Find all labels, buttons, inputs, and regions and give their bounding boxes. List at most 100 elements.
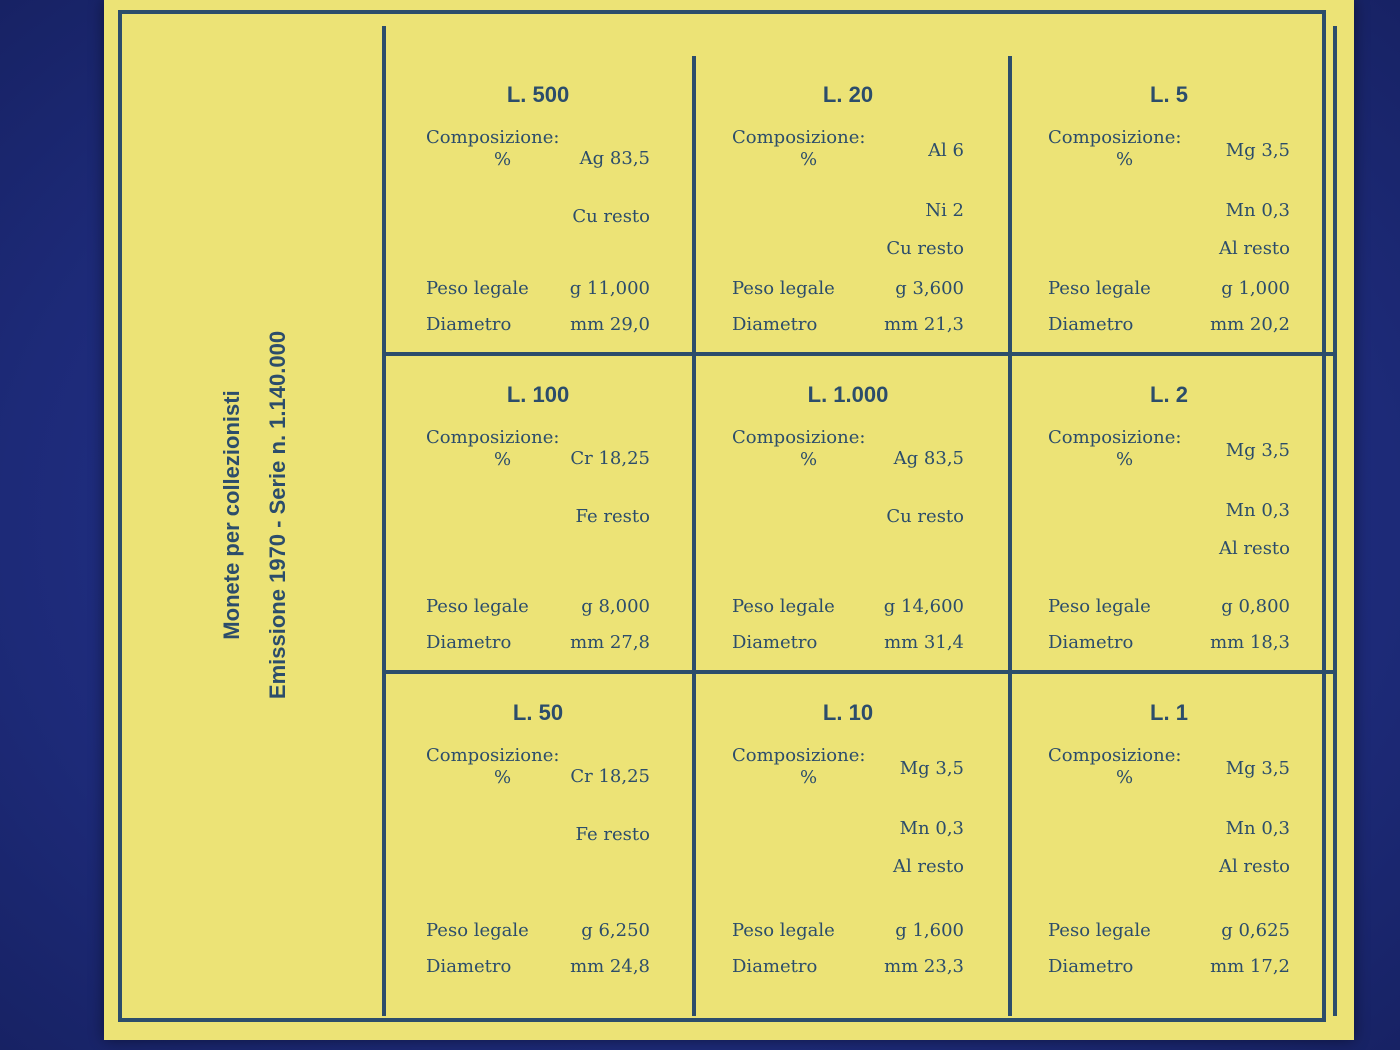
weight-label: Peso legale bbox=[732, 278, 835, 299]
composition-label: Composizione: bbox=[1048, 745, 1182, 766]
composition-value: Cr 18,25 bbox=[570, 448, 650, 469]
composition-label: Composizione: bbox=[426, 127, 560, 148]
grid-divider-h1 bbox=[386, 352, 1333, 356]
diameter-label: Diametro bbox=[426, 314, 512, 335]
coin-denomination: L. 10 bbox=[822, 700, 874, 725]
diameter-label: Diametro bbox=[1048, 314, 1134, 335]
composition-value: Ni 2 bbox=[925, 200, 964, 221]
coin-info-card bbox=[104, 0, 1354, 1040]
composition-value: Mn 0,3 bbox=[1225, 818, 1290, 839]
composition-unit: % bbox=[800, 449, 818, 470]
weight-label: Peso legale bbox=[732, 596, 835, 617]
grid-divider-v1 bbox=[692, 56, 696, 1016]
composition-value: Al resto bbox=[1218, 238, 1290, 259]
grid-divider-v2 bbox=[1008, 56, 1012, 1016]
weight-value: g 0,800 bbox=[1221, 596, 1290, 617]
composition-label: Composizione: bbox=[732, 745, 866, 766]
coin-cell: L. 1 Composizione:% Mg 3,5 Mn 0,3 Al resto Pe… bbox=[1008, 674, 1330, 994]
composition-value: Cr 18,25 bbox=[570, 766, 650, 787]
card-border bbox=[118, 10, 1326, 1022]
coin-denomination: L. 20 bbox=[822, 82, 874, 107]
weight-label: Peso legale bbox=[1048, 278, 1151, 299]
diameter-value: mm 31,4 bbox=[884, 632, 964, 653]
title-line-1: Monete per collezionisti bbox=[219, 390, 244, 640]
diameter-value: mm 23,3 bbox=[884, 956, 964, 977]
diameter-value: mm 29,0 bbox=[570, 314, 650, 335]
composition-value: Mn 0,3 bbox=[899, 818, 964, 839]
composition-unit: % bbox=[1116, 767, 1134, 788]
composition-unit: % bbox=[494, 767, 512, 788]
weight-label: Peso legale bbox=[426, 596, 529, 617]
coin-denomination: L. 5 bbox=[1150, 82, 1188, 107]
composition-value: Al 6 bbox=[928, 140, 964, 161]
coin-denomination: L. 2 bbox=[1150, 382, 1188, 407]
composition-unit: % bbox=[494, 449, 512, 470]
weight-label: Peso legale bbox=[426, 920, 529, 941]
composition-value: Al resto bbox=[892, 856, 964, 877]
coin-denomination: L. 500 bbox=[506, 82, 570, 107]
weight-label: Peso legale bbox=[1048, 596, 1151, 617]
composition-unit: % bbox=[800, 767, 818, 788]
coin-cell: L. 100 Composizione:% Cr 18,25 Fe resto Peso… bbox=[386, 356, 690, 670]
composition-value: Cu resto bbox=[886, 506, 964, 527]
composition-value: Mn 0,3 bbox=[1225, 500, 1290, 521]
composition-value: Cu resto bbox=[886, 238, 964, 259]
diameter-label: Diametro bbox=[732, 314, 818, 335]
coin-denomination: L. 1.000 bbox=[807, 382, 889, 407]
composition-label: Composizione: bbox=[1048, 427, 1182, 448]
diameter-value: mm 17,2 bbox=[1210, 956, 1290, 977]
title-line-2: Emissione 1970 - Serie n. 1.140.000 bbox=[265, 330, 290, 700]
diameter-label: Diametro bbox=[1048, 956, 1134, 977]
weight-value: g 1,600 bbox=[895, 920, 964, 941]
composition-label: Composizione: bbox=[732, 427, 866, 448]
composition-value: Cu resto bbox=[572, 206, 650, 227]
coin-denomination: L. 50 bbox=[512, 700, 564, 725]
composition-value: Mg 3,5 bbox=[1225, 758, 1290, 779]
diameter-label: Diametro bbox=[426, 956, 512, 977]
coin-cell: L. 1.000 Composizione:% Ag 83,5 Cu resto Pes… bbox=[692, 356, 1004, 670]
weight-label: Peso legale bbox=[1048, 920, 1151, 941]
composition-value: Al resto bbox=[1218, 856, 1290, 877]
composition-label: Composizione: bbox=[426, 745, 560, 766]
composition-value: Fe resto bbox=[575, 824, 650, 845]
card-title: Monete per collezionisti Emissione 1970 … bbox=[140, 300, 370, 730]
coin-denomination: L. 1 bbox=[1150, 700, 1188, 725]
composition-value: Ag 83,5 bbox=[579, 148, 650, 169]
coin-cell: L. 20 Composizione:% Al 6 Ni 2 Cu resto Peso … bbox=[692, 56, 1004, 352]
coin-cell: L. 10 Composizione:% Mg 3,5 Mn 0,3 Al resto P… bbox=[692, 674, 1004, 994]
diameter-value: mm 24,8 bbox=[570, 956, 650, 977]
weight-value: g 0,625 bbox=[1221, 920, 1290, 941]
diameter-value: mm 21,3 bbox=[884, 314, 964, 335]
grid-divider-h2 bbox=[386, 670, 1333, 674]
composition-value: Mn 0,3 bbox=[1225, 200, 1290, 221]
coin-cell: L. 5 Composizione:% Mg 3,5 Mn 0,3 Al resto Pe… bbox=[1008, 56, 1330, 352]
weight-value: g 6,250 bbox=[581, 920, 650, 941]
composition-value: Fe resto bbox=[575, 506, 650, 527]
weight-value: g 8,000 bbox=[581, 596, 650, 617]
composition-value: Mg 3,5 bbox=[1225, 440, 1290, 461]
composition-value: Mg 3,5 bbox=[899, 758, 964, 779]
composition-unit: % bbox=[800, 149, 818, 170]
composition-unit: % bbox=[1116, 149, 1134, 170]
weight-value: g 11,000 bbox=[569, 278, 650, 299]
diameter-value: mm 27,8 bbox=[570, 632, 650, 653]
weight-value: g 3,600 bbox=[895, 278, 964, 299]
diameter-value: mm 20,2 bbox=[1210, 314, 1290, 335]
composition-value: Ag 83,5 bbox=[893, 448, 964, 469]
coin-cell: L. 2 Composizione:% Mg 3,5 Mn 0,3 Al resto Pe… bbox=[1008, 356, 1330, 670]
diameter-label: Diametro bbox=[1048, 632, 1134, 653]
coin-denomination: L. 100 bbox=[506, 382, 570, 407]
composition-unit: % bbox=[494, 149, 512, 170]
coin-cell: L. 50 Composizione:% Cr 18,25 Fe resto Peso … bbox=[386, 674, 690, 994]
card-title-text: Monete per collezionisti Emissione 1970 … bbox=[209, 331, 301, 699]
composition-unit: % bbox=[1116, 449, 1134, 470]
composition-label: Composizione: bbox=[426, 427, 560, 448]
composition-value: Al resto bbox=[1218, 538, 1290, 559]
diameter-label: Diametro bbox=[732, 956, 818, 977]
coin-grid bbox=[382, 26, 1337, 1016]
composition-label: Composizione: bbox=[1048, 127, 1182, 148]
weight-value: g 14,600 bbox=[883, 596, 964, 617]
weight-label: Peso legale bbox=[426, 278, 529, 299]
composition-value: Mg 3,5 bbox=[1225, 140, 1290, 161]
weight-value: g 1,000 bbox=[1221, 278, 1290, 299]
